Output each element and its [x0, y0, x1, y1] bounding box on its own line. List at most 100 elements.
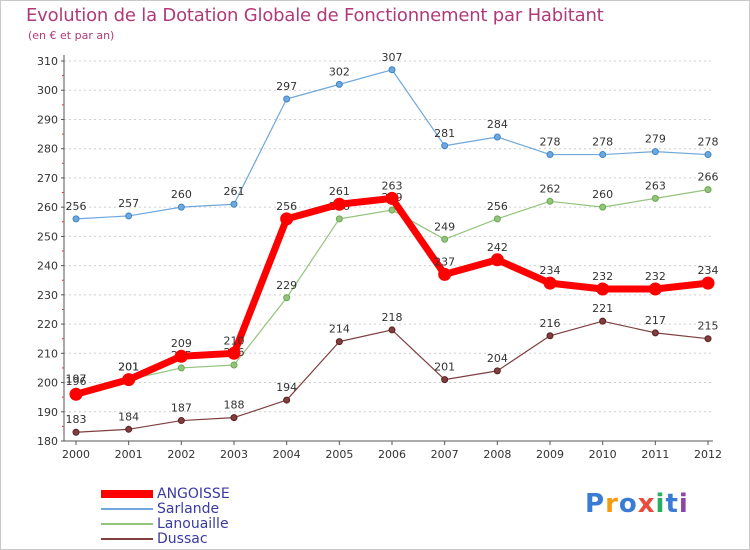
data-label-lanouaille: 249	[434, 220, 455, 233]
data-label-dussac: 204	[487, 352, 508, 365]
data-label-dussac: 194	[276, 381, 297, 394]
data-label-angoisse: 210	[224, 334, 245, 347]
data-point-angoisse	[438, 267, 452, 281]
data-label-lanouaille: 229	[276, 279, 297, 292]
data-point-angoisse	[596, 282, 610, 296]
data-point-angoisse	[174, 349, 188, 363]
x-tick-label: 2006	[378, 448, 406, 461]
data-point-sarlande	[335, 80, 343, 88]
data-label-lanouaille: 256	[487, 200, 508, 213]
data-point-dussac	[125, 425, 133, 433]
data-point-sarlande	[388, 66, 396, 74]
data-point-lanouaille	[599, 203, 607, 211]
data-point-sarlande	[704, 151, 712, 159]
x-tick-label: 2002	[167, 448, 195, 461]
data-label-lanouaille: 263	[645, 179, 666, 192]
data-label-dussac: 218	[382, 311, 403, 324]
data-label-lanouaille: 262	[540, 182, 561, 195]
data-label-sarlande: 281	[434, 127, 455, 140]
legend-swatch	[101, 508, 153, 510]
data-point-angoisse	[490, 253, 504, 267]
chart-subtitle: (en € et par an)	[28, 29, 115, 42]
proxiti-logo: Proxiti	[585, 489, 689, 519]
data-label-sarlande: 278	[540, 136, 561, 149]
data-point-lanouaille	[493, 215, 501, 223]
y-tick-label: 210	[37, 347, 58, 360]
data-label-angoisse: 201	[118, 361, 139, 374]
x-tick-label: 2000	[62, 448, 90, 461]
data-label-sarlande: 284	[487, 118, 508, 131]
data-point-dussac	[283, 396, 291, 404]
data-point-angoisse	[122, 373, 136, 387]
x-tick-label: 2008	[483, 448, 511, 461]
data-point-sarlande	[177, 203, 185, 211]
x-tick-label: 2009	[536, 448, 564, 461]
x-tick-label: 2012	[694, 448, 722, 461]
y-tick-label: 230	[37, 289, 58, 302]
data-point-sarlande	[230, 200, 238, 208]
data-point-lanouaille	[335, 215, 343, 223]
data-point-angoisse	[332, 197, 346, 211]
data-point-angoisse	[543, 276, 557, 290]
data-point-dussac	[651, 329, 659, 337]
y-tick-label: 290	[37, 113, 58, 126]
x-tick-label: 2003	[220, 448, 248, 461]
x-tick-label: 2007	[431, 448, 459, 461]
y-tick-label: 310	[37, 55, 58, 68]
data-point-dussac	[388, 326, 396, 334]
legend-swatch	[101, 490, 153, 498]
data-point-dussac	[230, 414, 238, 422]
data-label-dussac: 188	[224, 399, 245, 412]
data-point-sarlande	[546, 151, 554, 159]
logo-letter: t	[665, 489, 679, 519]
y-tick-label: 190	[37, 406, 58, 419]
data-label-dussac: 217	[645, 314, 666, 327]
legend-label: Sarlande	[157, 501, 220, 517]
data-label-lanouaille: 201	[118, 361, 139, 374]
y-tick-label: 240	[37, 260, 58, 273]
data-label-dussac: 214	[329, 323, 350, 336]
y-tick-label: 250	[37, 230, 58, 243]
data-point-dussac	[704, 335, 712, 343]
data-point-lanouaille	[651, 194, 659, 202]
data-label-dussac: 221	[592, 302, 613, 315]
data-label-angoisse: 196	[66, 375, 87, 388]
data-point-sarlande	[599, 151, 607, 159]
data-label-sarlande: 261	[224, 185, 245, 198]
x-tick-label: 2004	[273, 448, 301, 461]
data-point-dussac	[599, 317, 607, 325]
data-label-lanouaille: 197	[66, 372, 87, 385]
legend-item-lanouaille: Lanouaille	[101, 516, 361, 532]
data-label-angoisse: 261	[329, 185, 350, 198]
logo-letter: x	[637, 489, 656, 519]
data-label-lanouaille: 266	[698, 171, 719, 184]
logo-letter: o	[618, 489, 638, 519]
chart-title: Evolution de la Dotation Globale de Fonc…	[26, 5, 604, 26]
data-point-sarlande	[125, 212, 133, 220]
data-label-dussac: 215	[698, 320, 719, 333]
data-label-angoisse: 234	[698, 264, 719, 277]
y-tick-label: 300	[37, 84, 58, 97]
data-point-dussac	[493, 367, 501, 375]
x-tick-label: 2011	[641, 448, 669, 461]
data-point-dussac	[177, 417, 185, 425]
data-point-dussac	[72, 428, 80, 436]
data-label-dussac: 187	[171, 402, 192, 415]
data-point-angoisse	[69, 387, 83, 401]
data-label-sarlande: 278	[698, 136, 719, 149]
data-label-angoisse: 256	[276, 200, 297, 213]
data-point-angoisse	[280, 212, 294, 226]
y-tick-label: 270	[37, 172, 58, 185]
y-tick-label: 280	[37, 143, 58, 156]
x-tick-label: 2010	[589, 448, 617, 461]
data-point-lanouaille	[230, 361, 238, 369]
data-label-sarlande: 302	[329, 65, 350, 78]
legend-label: Dussac	[157, 531, 208, 547]
legend-item-angoisse: ANGOISSE	[101, 486, 361, 502]
logo-letter: P	[585, 489, 606, 519]
y-tick-label: 180	[37, 435, 58, 448]
data-point-angoisse	[385, 191, 399, 205]
data-label-sarlande: 278	[592, 136, 613, 149]
data-label-sarlande: 297	[276, 80, 297, 93]
